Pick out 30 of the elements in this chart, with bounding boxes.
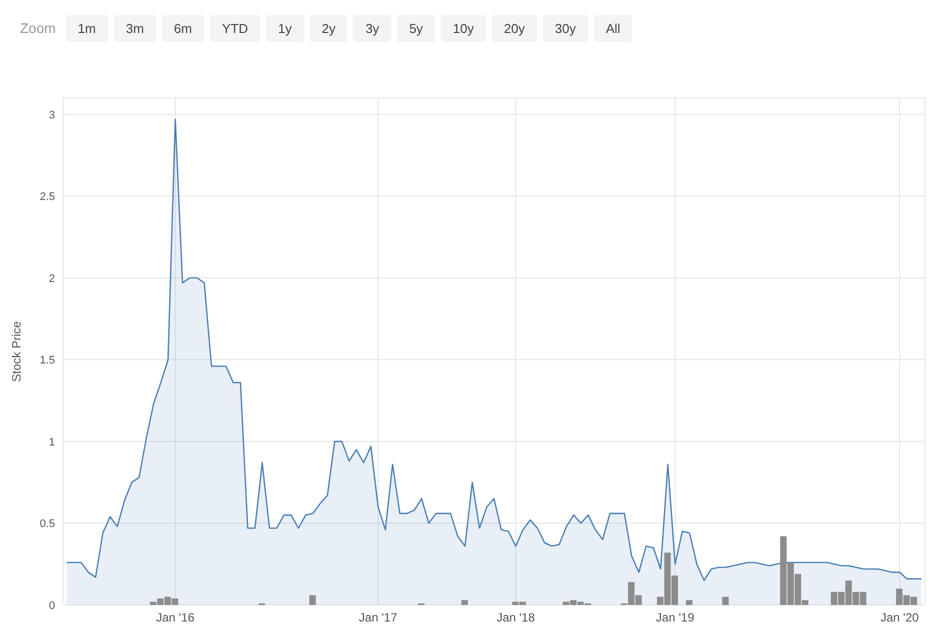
- zoom-button: 10y: [440, 14, 486, 42]
- y-tick-label: 2: [48, 272, 55, 285]
- x-tick-label: Jan '16: [156, 610, 195, 625]
- zoom-button: 5y: [397, 14, 435, 42]
- bar: [309, 595, 316, 605]
- zoom-button: 1m: [66, 14, 108, 42]
- text: Zoom: [20, 20, 56, 36]
- zoom-button: 3y: [353, 14, 392, 42]
- y-axis-title: Stock Price: [9, 320, 24, 382]
- zoom-button: 1y: [266, 14, 304, 42]
- y-tick-label: 0.5: [40, 518, 55, 530]
- zoom-button: 2y: [310, 14, 348, 42]
- bar: [461, 600, 468, 605]
- y-tick-label: 1: [48, 436, 55, 448]
- zoom-button: All: [594, 14, 632, 42]
- zoom-button: 30y: [542, 14, 588, 42]
- y-tick-label: 1.5: [40, 354, 55, 367]
- x-tick-label: Jan '17: [358, 610, 398, 625]
- zoom-button: YTD: [210, 14, 260, 42]
- y-tick-label: 0: [48, 600, 55, 612]
- zoom-button: 20y: [492, 14, 537, 42]
- bar: [686, 600, 692, 605]
- bar: [722, 596, 729, 605]
- zoom-button: 6m: [162, 14, 204, 42]
- x-tick-label: Jan '18: [496, 610, 536, 625]
- zoom-button: 3m: [114, 14, 156, 42]
- x-tick-label: Jan '19: [656, 610, 695, 625]
- y-tick-label: 3: [48, 109, 55, 122]
- y-tick-label: 2.5: [40, 191, 55, 204]
- x-tick-label: Jan '20: [880, 610, 920, 625]
